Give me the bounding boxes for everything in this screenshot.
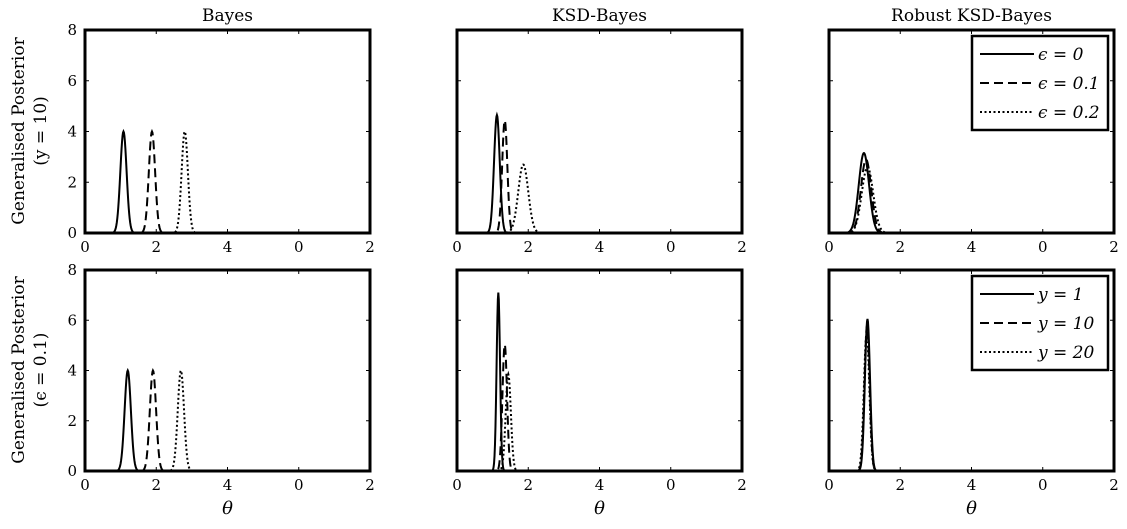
- row-label-top: Generalised Posterior (y = 10): [9, 36, 51, 224]
- x-tick-label: 4: [967, 476, 977, 494]
- x-tick-label: 2: [737, 476, 747, 494]
- legend: ϵ = 0 ϵ = 0.1 ϵ = 0.2: [970, 34, 1110, 132]
- x-tick-label: 2: [1109, 238, 1119, 256]
- legend-entry: ϵ = 0: [1038, 45, 1084, 65]
- panel-title: Robust KSD-Bayes: [891, 6, 1052, 26]
- x-tick-label: 4: [967, 238, 977, 256]
- x-tick-label: 0: [294, 238, 304, 256]
- series-line-3: [85, 367, 370, 471]
- x-tick-label: 0: [824, 238, 834, 256]
- x-tick-label: 2: [523, 238, 533, 256]
- y-tick-label: 2: [67, 412, 77, 430]
- panel-5: 0 2 4 0 2 θ: [452, 268, 747, 519]
- axes-frame: [455, 28, 744, 235]
- x-tick-label: 2: [895, 238, 905, 256]
- y-tick-label: 8: [67, 261, 77, 279]
- panel-title: KSD-Bayes: [552, 6, 647, 26]
- series-line-3: [829, 165, 1114, 233]
- legend-entry: ϵ = 0.2: [1038, 103, 1100, 123]
- y-tick-label: 6: [67, 311, 77, 329]
- legend-entry: ϵ = 0.1: [1038, 74, 1100, 94]
- panel-1: 0 2 4 0 2 0 2 4 6 8 Bayes: [67, 6, 374, 256]
- x-tick-label: 2: [1109, 476, 1119, 494]
- x-axis-label: θ: [966, 498, 977, 519]
- x-tick-label: 2: [895, 476, 905, 494]
- legend: y = 1 y = 10 y = 20: [970, 274, 1110, 372]
- axes-frame: [827, 28, 1116, 235]
- legend-entry: y = 20: [1037, 343, 1094, 363]
- y-tick-label: 0: [67, 224, 77, 242]
- panel-6: 0 2 4 0 2 θ y = 1 y = 10 y = 20: [824, 268, 1119, 519]
- panel-3: 0 2 4 0 2 Robust KSD-Bayes ϵ = 0 ϵ = 0.1 ϵ = 0.2: [824, 6, 1119, 256]
- axes-frame: [455, 268, 744, 473]
- series-line-2: [85, 367, 370, 471]
- row-label-bottom-line2: (ϵ = 0.1): [31, 333, 51, 408]
- legend-entry: y = 1: [1037, 285, 1083, 305]
- y-tick-label: 2: [67, 173, 77, 191]
- x-axis-label: θ: [222, 498, 233, 519]
- x-tick-label: 0: [452, 476, 462, 494]
- x-tick-label: 2: [151, 238, 161, 256]
- x-tick-label: 0: [294, 476, 304, 494]
- axes-frame: [827, 268, 1116, 473]
- y-tick-label: 4: [67, 123, 77, 141]
- y-tick-label: 0: [67, 462, 77, 480]
- row-label-bottom-line1: Generalised Posterior: [9, 275, 29, 463]
- x-tick-label: 0: [824, 476, 834, 494]
- x-tick-label: 0: [80, 238, 90, 256]
- x-tick-label: 4: [223, 238, 233, 256]
- legend-box: [970, 274, 1110, 372]
- x-axis-label: θ: [594, 498, 605, 519]
- legend-entry: y = 10: [1037, 314, 1094, 334]
- x-tick-label: 0: [666, 238, 676, 256]
- panel-title: Bayes: [202, 6, 253, 26]
- series-line-1: [457, 111, 742, 233]
- x-tick-label: 2: [737, 238, 747, 256]
- series-line-1: [85, 367, 370, 471]
- x-tick-label: 4: [223, 476, 233, 494]
- row-label-bottom: Generalised Posterior (ϵ = 0.1): [9, 275, 51, 463]
- axes-frame: [83, 268, 372, 473]
- x-tick-label: 4: [595, 238, 605, 256]
- x-tick-label: 0: [452, 238, 462, 256]
- panel-4: 0 2 4 0 2 0 2 4 6 8 θ: [67, 261, 374, 519]
- x-tick-label: 2: [365, 476, 375, 494]
- x-tick-label: 2: [365, 238, 375, 256]
- x-tick-label: 0: [1038, 238, 1048, 256]
- x-tick-label: 0: [80, 476, 90, 494]
- x-tick-label: 2: [523, 476, 533, 494]
- series-line-1: [85, 128, 370, 233]
- series-line-1: [457, 292, 742, 471]
- x-tick-label: 0: [666, 476, 676, 494]
- x-tick-label: 0: [1038, 476, 1048, 494]
- row-label-top-line2: (y = 10): [31, 96, 51, 166]
- y-tick-label: 6: [67, 72, 77, 90]
- series-line-1: [829, 152, 1114, 233]
- x-tick-label: 4: [595, 476, 605, 494]
- row-label-top-line1: Generalised Posterior: [9, 36, 29, 224]
- x-tick-label: 2: [151, 476, 161, 494]
- panel-2: 0 2 4 0 2 KSD-Bayes: [452, 6, 747, 256]
- y-tick-label: 4: [67, 362, 77, 380]
- series-line-2: [829, 158, 1114, 233]
- y-tick-label: 8: [67, 21, 77, 39]
- axes-frame: [83, 28, 372, 235]
